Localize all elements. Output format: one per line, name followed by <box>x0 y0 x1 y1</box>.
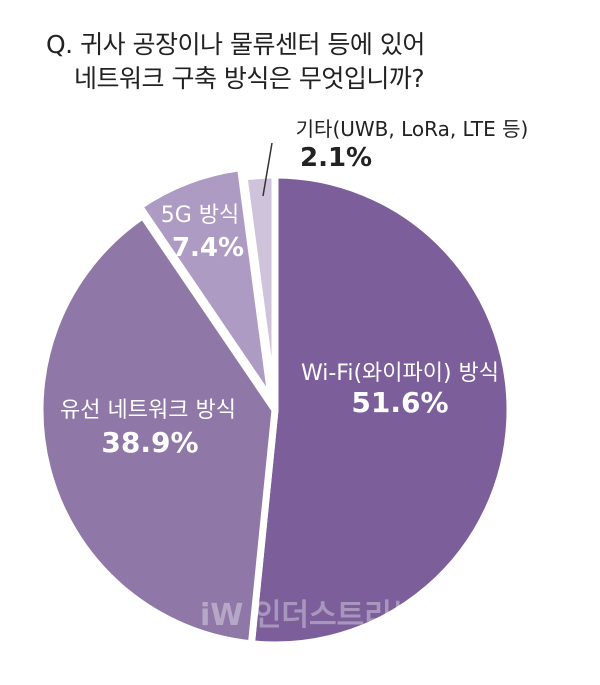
slice-name-label-2: 5G 방식 <box>161 203 240 228</box>
watermark: iW 인더스트리뉴스 <box>200 598 447 633</box>
slice-name-label-0: Wi-Fi(와이파이) 방식 <box>301 361 499 386</box>
slice-value-label-3: 2.1% <box>300 143 372 173</box>
watermark-text: iW 인더스트리뉴스 <box>200 598 447 633</box>
pie-slice-0 <box>247 171 514 649</box>
slice-value-label-0: 51.6% <box>351 386 448 419</box>
chart-title-line-1: Q. 귀사 공장이나 물류센터 등에 있어 <box>46 30 425 59</box>
pie-slice-2 <box>135 164 275 405</box>
pie-slice-3 <box>240 171 279 414</box>
leader-line <box>262 142 273 197</box>
pie-slices <box>36 164 514 649</box>
slice-name-label-3: 기타(UWB, LoRa, LTE 등) <box>296 117 529 141</box>
chart-title-line-2: 네트워크 구축 방식은 무엇입니까? <box>74 64 425 93</box>
slice-value-label-1: 38.9% <box>101 426 198 459</box>
chart-title: Q. 귀사 공장이나 물류센터 등에 있어 네트워크 구축 방식은 무엇입니까? <box>46 28 425 96</box>
slice-value-label-2: 7.4% <box>172 233 244 263</box>
pie-slice-1 <box>36 212 279 648</box>
slice-name-label-1: 유선 네트워크 방식 <box>60 398 236 423</box>
